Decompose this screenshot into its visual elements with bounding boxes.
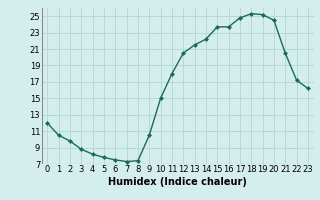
X-axis label: Humidex (Indice chaleur): Humidex (Indice chaleur) xyxy=(108,177,247,187)
